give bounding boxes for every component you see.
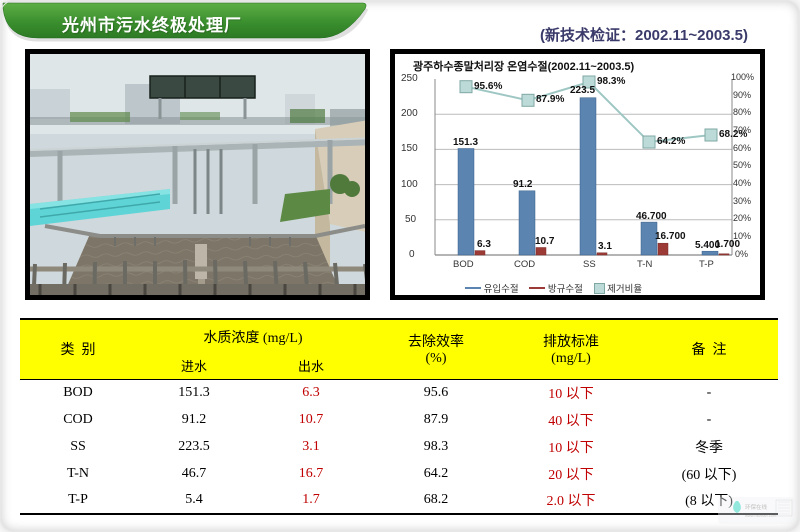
svg-text:www.hbzhan.com: www.hbzhan.com (745, 513, 777, 518)
svg-text:环保在线: 环保在线 (745, 503, 768, 511)
